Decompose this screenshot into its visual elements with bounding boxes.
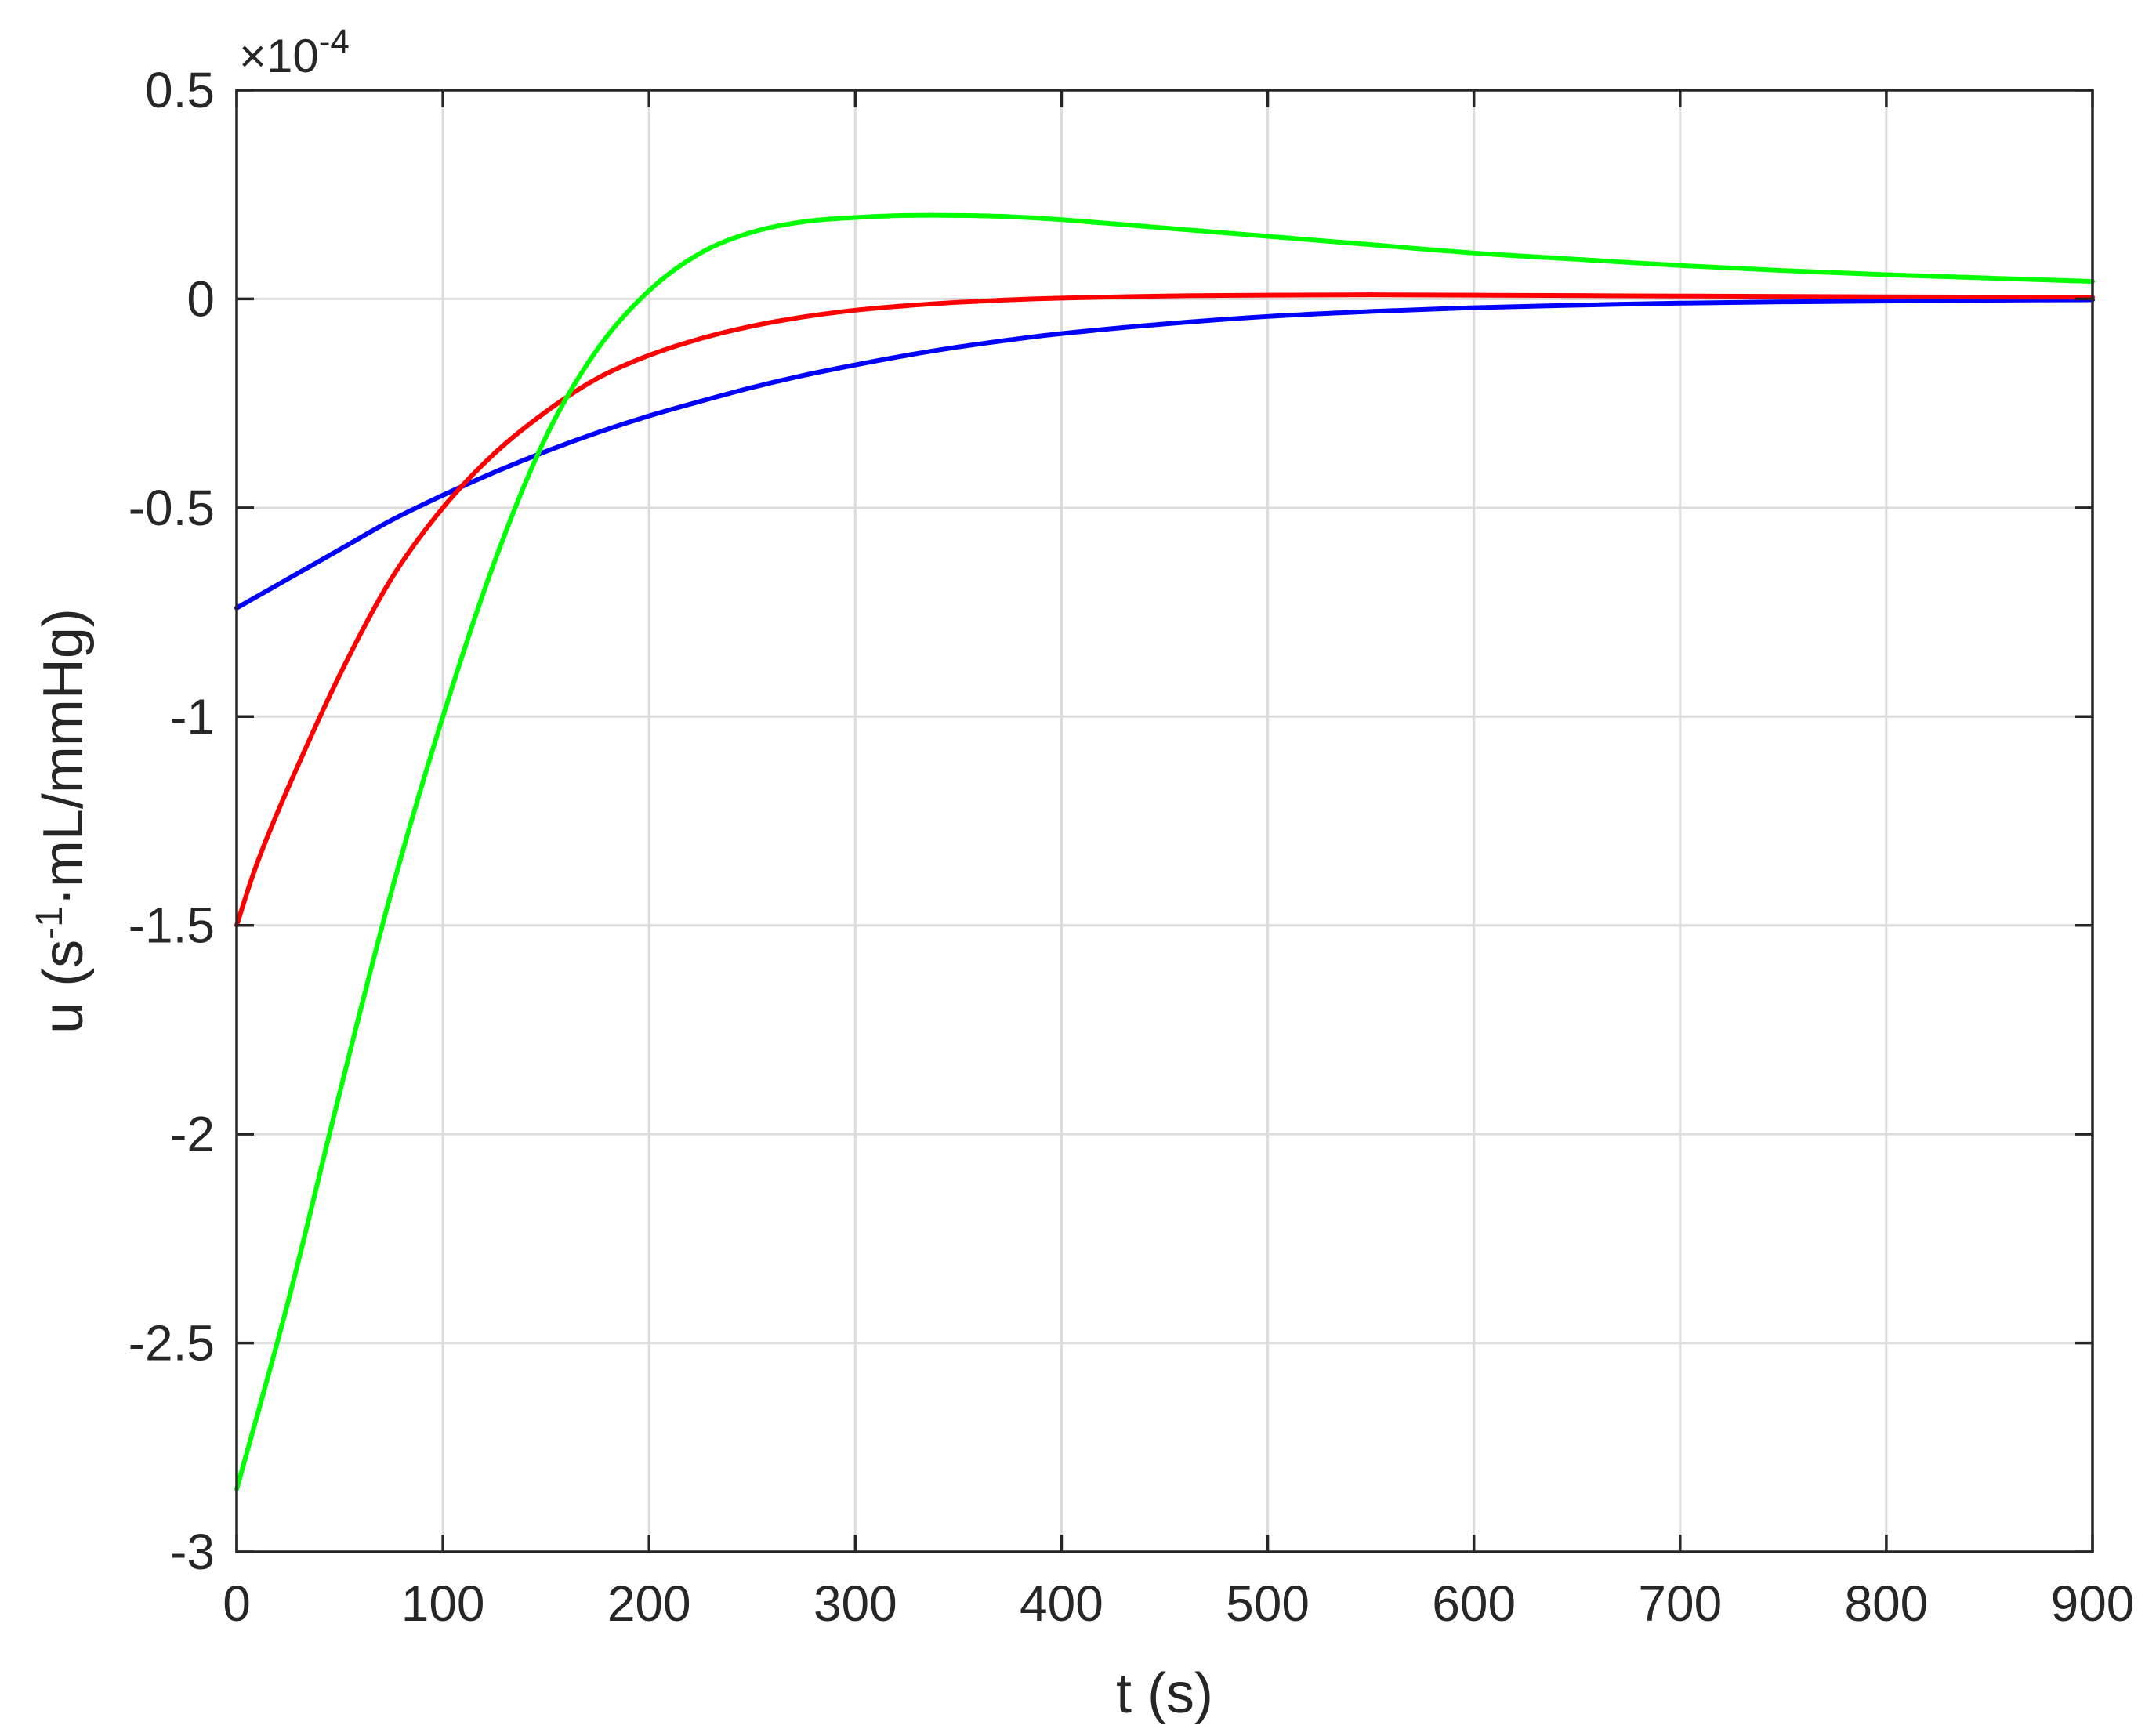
x-tick-label: 600 (1432, 1575, 1516, 1632)
y-tick-label: -1.5 (129, 897, 215, 954)
series-line-1 (234, 297, 2095, 611)
y-axis-multiplier: ×10-4 (239, 23, 350, 83)
y-tick-label: -3 (170, 1524, 215, 1580)
x-tick-labels: 0 100 200 300 400 500 600 700 800 900 (223, 1575, 2134, 1632)
y-axis-title: u (s-1·mL/mmHg) (29, 608, 96, 1034)
grid (237, 90, 2093, 1552)
y-axis-title-rest: ·mL/mmHg) (32, 608, 95, 906)
y-tick-label: -2.5 (129, 1315, 215, 1372)
series-group (234, 212, 2095, 1492)
y-axis-multiplier-exponent: -4 (319, 23, 350, 61)
y-axis-title-superscript: -1 (29, 906, 71, 940)
x-tick-label: 0 (223, 1575, 251, 1632)
y-tick-label: -2 (170, 1106, 215, 1162)
axes-frame (235, 89, 2094, 1553)
x-tick-label: 200 (607, 1575, 691, 1632)
x-tick-label: 400 (1020, 1575, 1103, 1632)
y-axis-multiplier-base: ×10 (239, 30, 319, 82)
x-tick-label: 800 (1844, 1575, 1928, 1632)
y-tick-label: 0.5 (145, 62, 215, 118)
series-line-3 (234, 212, 2095, 1492)
x-tick-label: 900 (2051, 1575, 2135, 1632)
x-tick-label: 500 (1226, 1575, 1310, 1632)
x-tick-label: 100 (401, 1575, 485, 1632)
y-tick-labels: -3 -2.5 -2 -1.5 -1 -0.5 0 0.5 (129, 62, 215, 1580)
y-axis-title-main: u (s (32, 940, 95, 1034)
tick-marks (235, 89, 2094, 1553)
y-tick-label: 0 (187, 270, 215, 327)
x-tick-label: 300 (813, 1575, 897, 1632)
series-line-2 (234, 292, 2095, 928)
x-axis-title: t (s) (1116, 1662, 1213, 1725)
x-tick-label: 700 (1638, 1575, 1722, 1632)
y-tick-label: -1 (170, 688, 215, 745)
y-tick-label: -0.5 (129, 480, 215, 536)
